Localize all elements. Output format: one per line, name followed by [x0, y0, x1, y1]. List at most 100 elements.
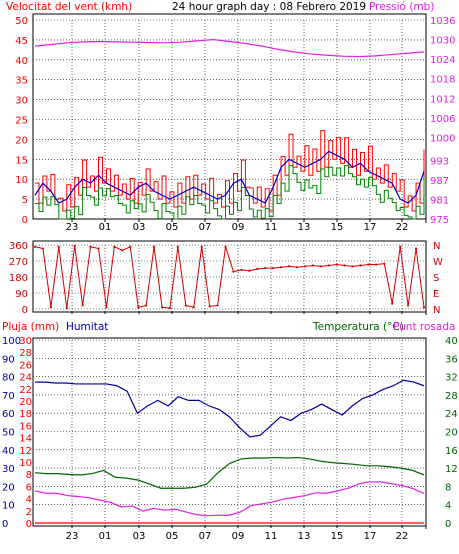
rain-tick-label: 0 [26, 519, 32, 530]
rain-tick-label: 28 [19, 348, 32, 359]
humidity-tick-label: 50 [2, 428, 15, 439]
temperature-tick-label: 16 [445, 446, 458, 457]
direction-point [319, 265, 322, 268]
wind-title: Velocitat del vent (kmh) [6, 1, 132, 13]
x-tick-label: 17 [364, 222, 377, 233]
direction-point [343, 264, 346, 267]
x-tick-label: 15 [331, 531, 344, 542]
wind-tick-label: 35 [15, 76, 28, 87]
direction-point [256, 267, 259, 271]
direction-tick-label: 180 [9, 273, 28, 284]
wind-tick-label: 5 [22, 195, 28, 206]
direction-point [176, 245, 179, 248]
pressure-tick-label: 987 [430, 176, 449, 187]
humidity-tick-label: 60 [2, 409, 15, 420]
x-tick-label: 22 [396, 531, 409, 542]
humidity-tick-label: 70 [2, 391, 15, 402]
direction-point [192, 306, 195, 309]
temperature-tick-label: 24 [445, 409, 458, 420]
humidity-title: Humitat [66, 321, 108, 333]
rain-tick-label: 26 [19, 360, 32, 371]
wind-low-line [35, 165, 425, 220]
humidity-tick-label: 0 [2, 519, 8, 530]
pressure-line [34, 38, 425, 58]
direction-point [65, 307, 68, 310]
rain-tick-label: 12 [19, 446, 32, 457]
direction-letter: N [433, 241, 440, 252]
direction-letter: N [433, 305, 440, 316]
direction-point [359, 264, 362, 267]
dewpoint-line [34, 481, 425, 517]
x-tick-label: 03 [133, 531, 146, 542]
x-tick-label: 09 [232, 222, 245, 233]
rain-tick-label: 14 [19, 434, 32, 445]
temperature-tick-label: 0 [445, 519, 451, 530]
rain-tick-label: 18 [19, 409, 32, 420]
direction-point [414, 247, 418, 250]
rain-tick-label: 20 [19, 397, 32, 408]
wind-panel-series [34, 38, 425, 220]
direction-point [287, 265, 291, 268]
wind-average-line [34, 150, 425, 204]
pressure-tick-label: 1012 [430, 94, 455, 105]
x-tick-label: 23 [66, 531, 79, 542]
temperature-tick-label: 4 [445, 501, 451, 512]
wind-tick-label: 15 [15, 155, 28, 166]
direction-point [327, 264, 330, 267]
rain-title: Pluja (mm) [2, 321, 59, 333]
direction-point [303, 265, 307, 268]
direction-point [240, 268, 243, 271]
wind-tick-label: 25 [15, 116, 28, 127]
temperature-tick-label: 40 [445, 336, 458, 347]
direction-panel-frame [32, 240, 427, 313]
direction-point [184, 304, 187, 307]
direction-axis-labels: 360 270 180 90 0 [9, 241, 28, 316]
bottom-x-axis-labels: 23 01 03 05 07 09 11 13 15 17 22 [66, 531, 409, 542]
pressure-tick-label: 1036 [430, 16, 455, 27]
temperature-line [34, 456, 425, 489]
direction-point [248, 269, 251, 272]
direction-point [367, 263, 370, 266]
graph-title: 24 hour graph day : 08 Febrero 2019 [172, 1, 366, 13]
direction-point [200, 245, 203, 248]
humidity-tick-label: 100 [2, 336, 21, 347]
x-tick-label: 07 [199, 222, 212, 233]
humidity-axis-labels: 0 10 20 30 40 50 60 70 80 90 100 [2, 336, 21, 530]
direction-letter: W [433, 257, 443, 268]
direction-point [105, 306, 108, 309]
x-tick-label: 15 [331, 222, 344, 233]
rain-tick-label: 22 [19, 385, 32, 396]
pressure-tick-label: 993 [430, 156, 449, 167]
wind-tick-label: 40 [15, 56, 28, 67]
rain-tick-label: 30 [19, 336, 32, 347]
direction-line [34, 245, 425, 309]
direction-point [129, 245, 132, 248]
humidity-tick-label: 10 [2, 501, 15, 512]
direction-point [73, 244, 76, 247]
direction-point [89, 245, 92, 248]
wind-tick-label: 45 [15, 36, 28, 47]
direction-point [216, 304, 219, 307]
humidity-tick-label: 30 [2, 464, 15, 475]
x-tick-label: 13 [298, 531, 311, 542]
dewpoint-title: Punt rosada [393, 321, 455, 333]
direction-point [41, 247, 45, 250]
direction-tick-label: 360 [9, 241, 28, 252]
direction-point [160, 306, 164, 309]
direction-point [407, 304, 410, 307]
direction-tick-label: 270 [9, 257, 28, 268]
x-tick-label: 05 [166, 222, 179, 233]
pressure-axis-labels: 975 981 987 993 1000 1006 1012 1018 1024 1030 1036 [430, 16, 455, 226]
temperature-tick-label: 32 [445, 373, 458, 384]
direction-point [399, 245, 402, 248]
direction-point [145, 304, 148, 307]
humidity-tick-label: 20 [2, 482, 15, 493]
pressure-tick-label: 1024 [430, 55, 455, 66]
x-tick-label: 03 [133, 222, 146, 233]
direction-point [57, 245, 60, 248]
x-tick-label: 23 [66, 222, 79, 233]
wind-gust-line [35, 130, 425, 212]
